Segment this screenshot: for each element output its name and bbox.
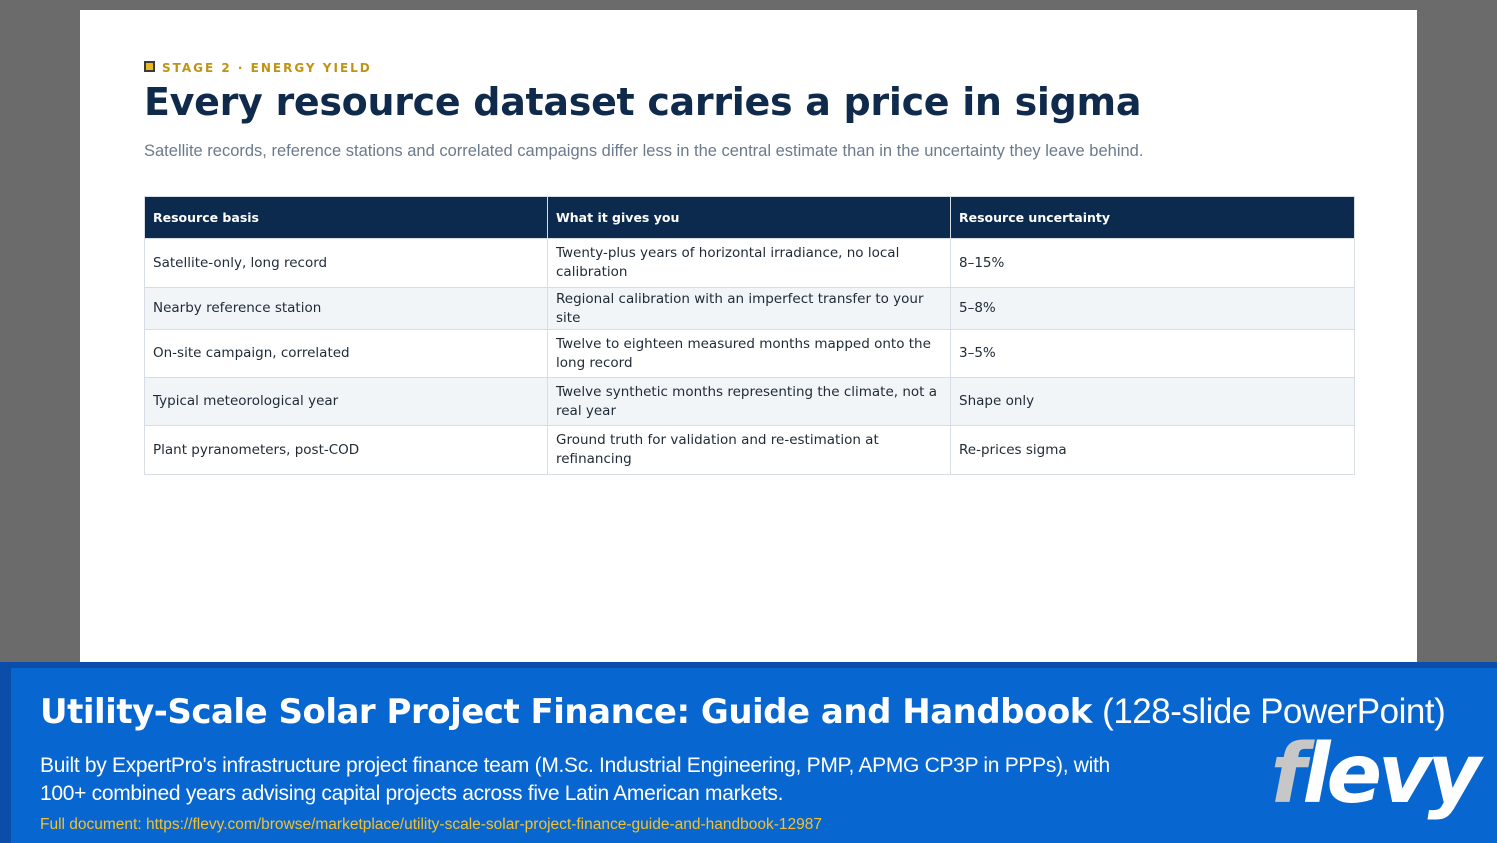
banner-title-format: (128-slide PowerPoint): [1102, 692, 1446, 731]
banner-description-line: Built by ExpertPro's infrastructure proj…: [40, 754, 1110, 777]
table-cell: Twelve to eighteen measured months mappe…: [547, 329, 951, 378]
table-cell: On-site campaign, correlated: [144, 329, 548, 378]
table-cell: Satellite-only, long record: [144, 238, 548, 288]
square-bullet-icon: [144, 60, 155, 72]
slide-subtitle: Satellite records, reference stations an…: [144, 142, 1144, 160]
table-row: Nearby reference station Regional calibr…: [144, 287, 1355, 330]
banner-panel: Utility-Scale Solar Project Finance: Gui…: [11, 668, 1497, 843]
flevy-logo: flevy: [1271, 734, 1481, 816]
table-cell: Ground truth for validation and re-estim…: [547, 425, 951, 475]
full-document-link[interactable]: Full document: https://flevy.com/browse/…: [40, 816, 822, 833]
table-cell: Shape only: [950, 377, 1355, 426]
table-cell: Plant pyranometers, post-COD: [144, 425, 548, 475]
table-header-row: Resource basis What it gives you Resourc…: [144, 196, 1355, 239]
section-eyebrow: STAGE 2 · ENERGY YIELD: [144, 60, 372, 76]
table-cell: 3–5%: [950, 329, 1355, 378]
table-cell: Nearby reference station: [144, 287, 548, 330]
slide-page: STAGE 2 · ENERGY YIELD Every resource da…: [80, 10, 1417, 663]
banner-description: Built by ExpertPro's infrastructure proj…: [40, 752, 1120, 808]
banner-title: Utility-Scale Solar Project Finance: Gui…: [40, 692, 1446, 732]
table-cell: Typical meteorological year: [144, 377, 548, 426]
table-cell: Regional calibration with an imperfect t…: [547, 287, 951, 330]
table-cell: Twenty-plus years of horizontal irradian…: [547, 238, 951, 288]
resource-uncertainty-table: Resource basis What it gives you Resourc…: [144, 196, 1355, 475]
product-banner: Utility-Scale Solar Project Finance: Gui…: [0, 662, 1497, 843]
column-header: What it gives you: [547, 196, 951, 239]
column-header: Resource basis: [144, 196, 548, 239]
column-header: Resource uncertainty: [950, 196, 1355, 239]
eyebrow-label: STAGE 2 · ENERGY YIELD: [162, 61, 372, 75]
table-cell: Re-prices sigma: [950, 425, 1355, 475]
table-row: Plant pyranometers, post-COD Ground trut…: [144, 425, 1355, 475]
table-cell: Twelve synthetic months representing the…: [547, 377, 951, 426]
table-row: Satellite-only, long record Twenty-plus …: [144, 238, 1355, 288]
table-row: On-site campaign, correlated Twelve to e…: [144, 329, 1355, 378]
table-cell: 8–15%: [950, 238, 1355, 288]
slide-title: Every resource dataset carries a price i…: [144, 80, 1142, 124]
logo-wordmark: levy: [1302, 727, 1481, 822]
table-cell: 5–8%: [950, 287, 1355, 330]
banner-description-line: 100+ combined years advising capital pro…: [40, 782, 784, 805]
logo-letter: f: [1270, 727, 1307, 822]
table-row: Typical meteorological year Twelve synth…: [144, 377, 1355, 426]
banner-title-main: Utility-Scale Solar Project Finance: Gui…: [40, 692, 1092, 732]
